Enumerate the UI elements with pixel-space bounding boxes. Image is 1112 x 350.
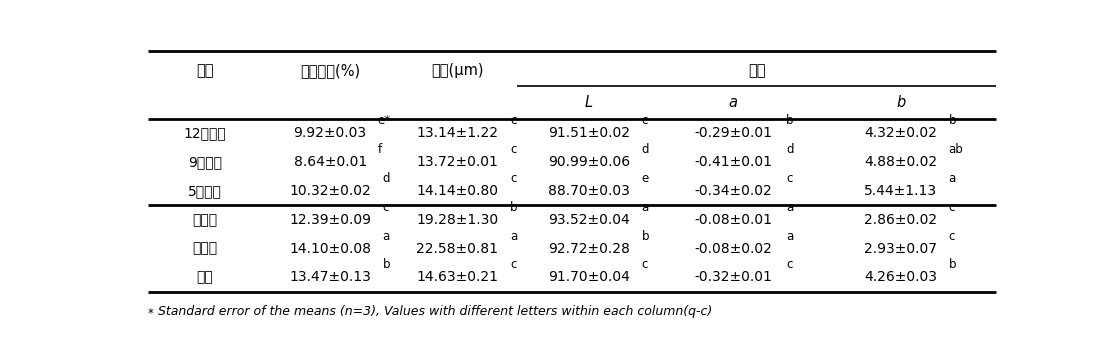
Text: 장립종: 장립종: [192, 241, 218, 255]
Text: c: c: [642, 259, 648, 272]
Text: c: c: [949, 230, 955, 243]
Text: 색도: 색도: [748, 63, 765, 78]
Text: -0.08±0.02: -0.08±0.02: [694, 241, 772, 255]
Text: c: c: [642, 114, 648, 127]
Text: c: c: [786, 172, 792, 185]
Text: 14.63±0.21: 14.63±0.21: [417, 271, 498, 285]
Text: e*: e*: [378, 114, 390, 127]
Text: d: d: [642, 143, 649, 156]
Text: -0.34±0.02: -0.34±0.02: [695, 184, 772, 198]
Text: 4.32±0.02: 4.32±0.02: [864, 126, 937, 140]
Text: f: f: [378, 143, 381, 156]
Text: *: *: [148, 307, 153, 320]
Text: -0.08±0.01: -0.08±0.01: [694, 213, 773, 227]
Text: c: c: [510, 259, 516, 272]
Text: 2.86±0.02: 2.86±0.02: [864, 213, 937, 227]
Text: L: L: [585, 95, 593, 110]
Text: a: a: [642, 201, 648, 214]
Text: a: a: [728, 95, 738, 110]
Text: 90.99±0.06: 90.99±0.06: [548, 155, 631, 169]
Text: b: b: [786, 114, 793, 127]
Text: c: c: [510, 172, 516, 185]
Text: 5분도미: 5분도미: [188, 184, 222, 198]
Text: a: a: [949, 172, 956, 185]
Text: b: b: [949, 114, 956, 127]
Text: 참쌀: 참쌀: [197, 271, 214, 285]
Text: e: e: [642, 172, 648, 185]
Text: Standard error of the means (n=3), Values with different letters within each col: Standard error of the means (n=3), Value…: [158, 305, 712, 318]
Text: 5.44±1.13: 5.44±1.13: [864, 184, 937, 198]
Text: b: b: [896, 95, 905, 110]
Text: 8.64±0.01: 8.64±0.01: [294, 155, 367, 169]
Text: 2.93±0.07: 2.93±0.07: [864, 241, 937, 255]
Text: b: b: [642, 230, 649, 243]
Text: a: a: [383, 230, 390, 243]
Text: c: c: [383, 201, 389, 214]
Text: 92.72±0.28: 92.72±0.28: [548, 241, 631, 255]
Text: 22.58±0.81: 22.58±0.81: [417, 241, 498, 255]
Text: 93.52±0.04: 93.52±0.04: [548, 213, 629, 227]
Text: a: a: [510, 230, 517, 243]
Text: b: b: [949, 259, 956, 272]
Text: 4.88±0.02: 4.88±0.02: [864, 155, 937, 169]
Text: c: c: [510, 114, 516, 127]
Text: b: b: [510, 201, 517, 214]
Text: 14.10±0.08: 14.10±0.08: [289, 241, 371, 255]
Text: 12분도미: 12분도미: [183, 126, 226, 140]
Text: -0.29±0.01: -0.29±0.01: [694, 126, 773, 140]
Text: 10.32±0.02: 10.32±0.02: [289, 184, 371, 198]
Text: -0.32±0.01: -0.32±0.01: [694, 271, 772, 285]
Text: 시료: 시료: [196, 63, 214, 78]
Text: 13.47±0.13: 13.47±0.13: [289, 271, 371, 285]
Text: 91.70±0.04: 91.70±0.04: [548, 271, 631, 285]
Text: 9분도미: 9분도미: [188, 155, 222, 169]
Text: d: d: [383, 172, 390, 185]
Text: b: b: [383, 259, 390, 272]
Text: 13.72±0.01: 13.72±0.01: [417, 155, 498, 169]
Text: 고아미: 고아미: [192, 213, 218, 227]
Text: c: c: [949, 201, 955, 214]
Text: 91.51±0.02: 91.51±0.02: [548, 126, 631, 140]
Text: 9.92±0.03: 9.92±0.03: [294, 126, 367, 140]
Text: 입도(μm): 입도(μm): [431, 63, 484, 78]
Text: c: c: [786, 259, 792, 272]
Text: 4.26±0.03: 4.26±0.03: [864, 271, 937, 285]
Text: a: a: [786, 230, 793, 243]
Text: 14.14±0.80: 14.14±0.80: [417, 184, 498, 198]
Text: c: c: [510, 143, 516, 156]
Text: d: d: [786, 143, 793, 156]
Text: 수분함량(%): 수분함량(%): [300, 63, 360, 78]
Text: -0.41±0.01: -0.41±0.01: [694, 155, 773, 169]
Text: 19.28±1.30: 19.28±1.30: [416, 213, 498, 227]
Text: a: a: [786, 201, 793, 214]
Text: 12.39±0.09: 12.39±0.09: [289, 213, 371, 227]
Text: 13.14±1.22: 13.14±1.22: [417, 126, 498, 140]
Text: ab: ab: [949, 143, 963, 156]
Text: 88.70±0.03: 88.70±0.03: [548, 184, 631, 198]
